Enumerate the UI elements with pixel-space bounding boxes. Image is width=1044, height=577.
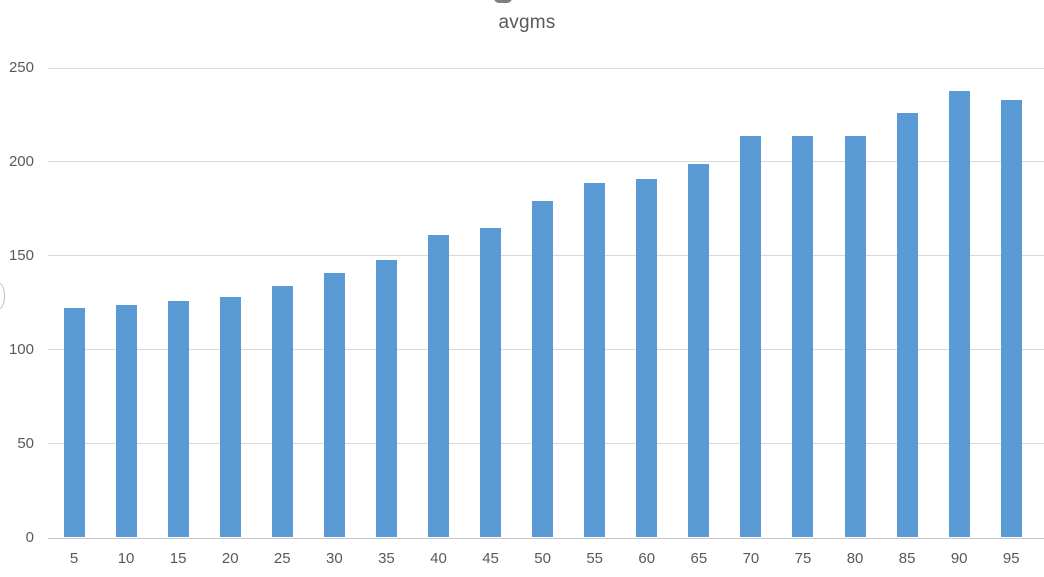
x-axis-tick-label-65: 65 xyxy=(690,550,708,567)
x-axis-tick-label-90: 90 xyxy=(950,550,968,567)
bar-20[interactable] xyxy=(219,297,241,538)
y-axis-tick-label-200: 200 xyxy=(8,152,34,170)
x-axis-tick-label-20: 20 xyxy=(221,550,239,567)
bar-5[interactable] xyxy=(63,308,85,538)
bar-30[interactable] xyxy=(323,272,345,538)
x-axis-tick-label-50: 50 xyxy=(534,550,551,567)
x-axis-tick-label-10: 10 xyxy=(117,550,135,567)
y-axis-tick-label-150: 150 xyxy=(8,246,34,264)
y-axis-tick-label-50: 50 xyxy=(17,434,34,452)
y-axis-tick-label-250: 250 xyxy=(8,59,34,76)
y-gridline-200 xyxy=(48,161,1044,163)
x-axis-tick-label-40: 40 xyxy=(430,550,447,567)
x-axis-tick-label-70: 70 xyxy=(742,550,760,567)
x-axis-line xyxy=(48,537,1044,539)
chart-title[interactable]: avgms xyxy=(498,12,556,33)
bar-70[interactable] xyxy=(740,135,762,538)
x-axis-tick-label-30: 30 xyxy=(326,550,343,567)
bar-85[interactable] xyxy=(896,113,918,538)
bar-60[interactable] xyxy=(636,178,658,538)
x-axis-tick-label-80: 80 xyxy=(846,550,864,567)
bar-35[interactable] xyxy=(375,259,397,538)
bar-65[interactable] xyxy=(688,163,710,538)
bar-10[interactable] xyxy=(115,304,137,538)
x-axis-tick-label-35: 35 xyxy=(378,550,395,567)
bar-55[interactable] xyxy=(584,182,606,538)
bar-90[interactable] xyxy=(948,90,970,538)
x-axis-tick-label-60: 60 xyxy=(638,550,656,567)
left-edge-cutoff-glyph xyxy=(0,283,5,309)
x-axis-tick-label-15: 15 xyxy=(169,550,187,567)
x-axis-tick-label-25: 25 xyxy=(273,550,291,567)
bar-50[interactable] xyxy=(532,201,554,538)
top-edge-cutoff-artifact xyxy=(494,0,512,3)
bar-25[interactable] xyxy=(271,285,293,538)
bar-15[interactable] xyxy=(167,300,189,538)
x-axis-tick-label-75: 75 xyxy=(794,550,812,567)
bar-95[interactable] xyxy=(1000,99,1022,538)
x-axis-tick-label-85: 85 xyxy=(898,550,916,567)
y-axis-tick-label-100: 100 xyxy=(8,340,34,358)
x-axis-tick-label-5: 5 xyxy=(69,550,79,567)
x-axis-tick-label-55: 55 xyxy=(586,550,604,567)
x-axis-tick-label-95: 95 xyxy=(1002,550,1020,567)
bar-80[interactable] xyxy=(844,135,866,538)
bar-40[interactable] xyxy=(427,235,449,538)
x-axis-tick-label-45: 45 xyxy=(482,550,499,567)
y-gridline-250 xyxy=(48,67,1044,69)
bar-45[interactable] xyxy=(480,227,502,538)
bar-75[interactable] xyxy=(792,135,814,538)
y-axis-tick-label-0: 0 xyxy=(25,528,34,546)
